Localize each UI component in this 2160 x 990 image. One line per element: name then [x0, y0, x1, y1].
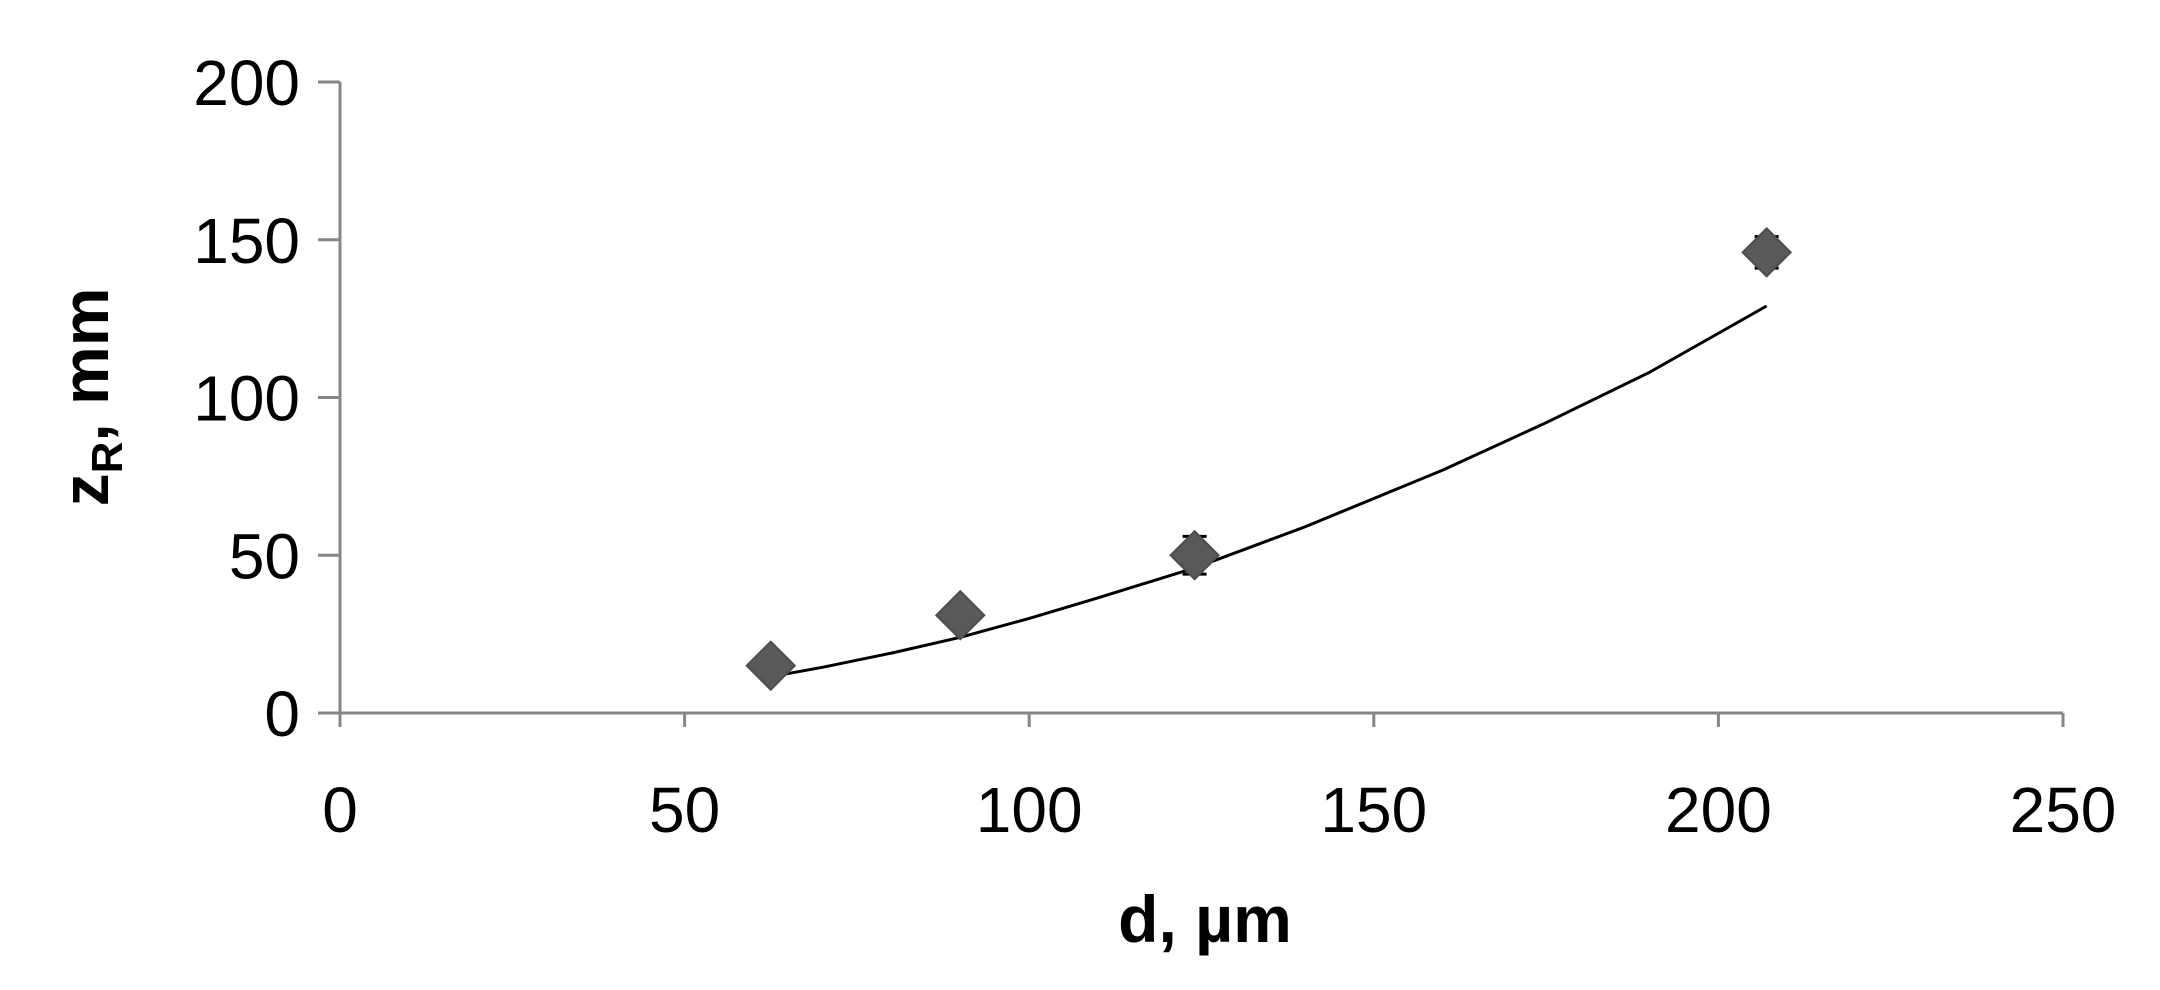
- y-axis-label-main: z: [48, 473, 122, 506]
- data-point: [1741, 226, 1793, 278]
- x-axis-label: d, µm: [1118, 882, 1292, 956]
- data-points: [745, 226, 1793, 692]
- y-axis-ticks: 0 50 100 150 200: [193, 47, 340, 750]
- y-tick-label: 150: [193, 205, 300, 277]
- y-axis-label-unit: , mm: [48, 288, 122, 442]
- x-tick-label: 200: [1665, 774, 1772, 846]
- x-tick-label: 250: [2010, 774, 2117, 846]
- x-tick-label: 150: [1320, 774, 1427, 846]
- trendline: [770, 304, 1768, 679]
- y-tick-label: 50: [229, 520, 300, 592]
- y-axis-label: zR, mm: [48, 288, 132, 507]
- y-tick-label: 100: [193, 363, 300, 435]
- data-point: [745, 640, 797, 692]
- x-tick-label: 50: [649, 774, 720, 846]
- x-axis-ticks: 0 50 100 150 200 250: [322, 713, 2116, 846]
- x-tick-label: 100: [976, 774, 1083, 846]
- x-tick-label: 0: [322, 774, 358, 846]
- trendline-group: [770, 304, 1768, 679]
- y-tick-label: 200: [193, 47, 300, 119]
- y-tick-label: 0: [264, 678, 300, 750]
- y-axis-label-subscript: R: [83, 442, 132, 474]
- axes: [338, 82, 2063, 715]
- data-point: [1169, 529, 1221, 581]
- data-point: [934, 589, 986, 641]
